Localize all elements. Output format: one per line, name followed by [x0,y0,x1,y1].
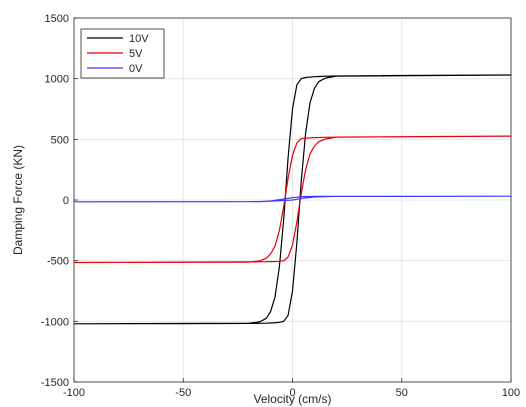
legend-label: 10V [129,33,149,45]
legend-label: 0V [129,63,143,75]
y-axis-label: Damping Force (KN) [11,145,25,255]
y-tick-label: -500 [47,256,69,268]
x-axis-label: Velocity (cm/s) [253,392,331,406]
x-tick-label: -100 [63,387,85,399]
y-tick-label: -1500 [41,377,69,389]
y-tick-label: 0 [63,195,69,207]
legend-label: 5V [129,48,143,60]
y-tick-label: -1000 [41,316,69,328]
x-tick-label: 50 [396,387,408,399]
y-tick-label: 1500 [45,13,69,25]
x-tick-label: -50 [175,387,191,399]
y-tick-label: 500 [51,134,69,146]
x-tick-label: 0 [289,387,295,399]
legend: 10V 5V 0V [80,28,165,79]
x-tick-label: 100 [502,387,520,399]
y-tick-label: 1000 [45,74,69,86]
